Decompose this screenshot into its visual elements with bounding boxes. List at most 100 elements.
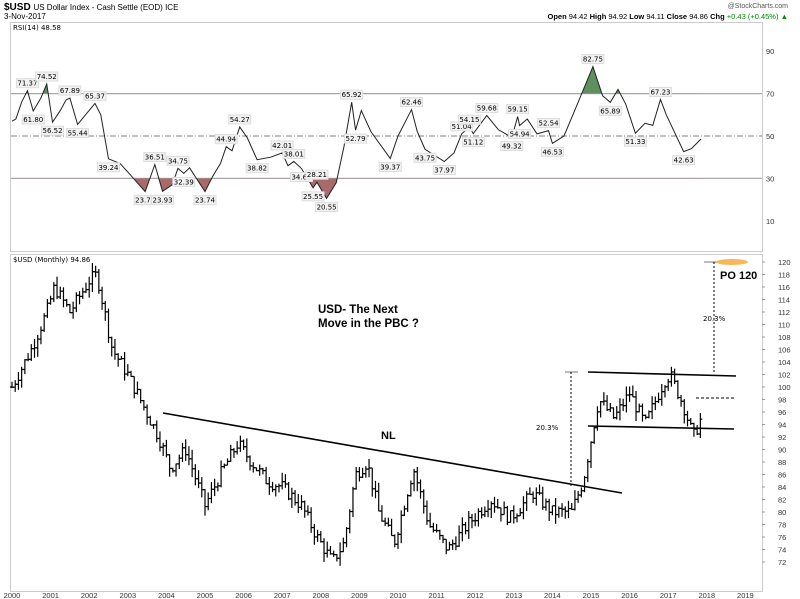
rsi-panel-border <box>10 22 763 252</box>
rsi-label-box <box>301 191 325 202</box>
rsi-label-box <box>475 102 499 113</box>
year-tick-label: 2017 <box>660 591 677 599</box>
rsi-value-label: 43.75 <box>415 154 435 162</box>
chart-date: 3-Nov-2017 <box>4 12 46 21</box>
rsi-label-box <box>66 127 90 138</box>
rsi-value-label: 39.24 <box>98 164 119 172</box>
rsi-label-box <box>143 152 167 163</box>
rsi-value-label: 38.82 <box>247 165 267 173</box>
instrument-name: US Dollar Index - Cash Settle (EOD) ICE <box>33 3 179 12</box>
close-label: Close <box>666 12 688 21</box>
rsi-value-label: 32.39 <box>174 178 194 186</box>
target-label: PO 120 <box>720 270 757 282</box>
year-tick-label: 2016 <box>621 591 638 599</box>
price-tick-label: 110 <box>778 321 790 330</box>
rsi-value-label: 65.92 <box>342 91 362 99</box>
rsi-value-label: 42.63 <box>674 157 694 165</box>
axes: 10 30 50 70 90 72 74 76 78 80 82 84 86 88 90 92 94 96 98 10… <box>4 47 791 599</box>
channel-bottom-line <box>587 425 735 430</box>
year-tick-label: 2012 <box>467 591 484 599</box>
rsi-value-label: 67.89 <box>60 87 80 95</box>
target-marker <box>716 259 748 265</box>
rsi-label-box <box>581 54 605 65</box>
rsi-label-box <box>378 162 402 173</box>
rsi-value-label: 34.75 <box>168 157 188 165</box>
rsi-label-box <box>193 195 217 206</box>
rsi-value-label: 25.55 <box>303 193 323 201</box>
price-tick-label: 72 <box>778 558 786 567</box>
price-tick-label: 108 <box>778 333 791 342</box>
price-tick-label: 104 <box>778 358 791 367</box>
neckline <box>162 412 623 494</box>
price-tick-label: 116 <box>778 283 790 292</box>
low-label: Low <box>629 12 645 21</box>
year-tick-label: 2002 <box>81 591 98 599</box>
rsi-label-box <box>648 86 672 97</box>
price-tick-label: 114 <box>778 296 790 305</box>
price-tick-label: 100 <box>778 383 791 392</box>
rsi-series: 71.37 61.80 74.52 56.52 67.89 55.44 65.37 39.24… <box>11 54 762 212</box>
rsi-label-box <box>400 97 424 108</box>
year-tick-label: 2005 <box>197 591 214 599</box>
price-tick-label: 120 <box>778 258 791 267</box>
year-tick-label: 2015 <box>583 591 600 599</box>
pct-left-label: 20.3% <box>536 424 559 432</box>
annotations: 20.3% 20.3% PO 120 USD- The Next Move in… <box>162 259 757 494</box>
rsi-value-label: 54.94 <box>510 131 531 139</box>
price-tick-label: 112 <box>778 308 790 317</box>
quote-summary: Open 94.42 High 94.92 Low 94.11 Close 94… <box>547 12 788 21</box>
rsi-label-box <box>432 165 456 176</box>
rsi-value-label: 51.04 <box>452 123 473 131</box>
price-tick-label: 90 <box>778 446 786 455</box>
rsi-value-label: 61.80 <box>23 116 43 124</box>
price-tick-label: 78 <box>778 521 786 530</box>
pct-right-label: 20.3% <box>703 315 726 323</box>
rsi-value-label: 28.21 <box>307 171 327 179</box>
close-value: 94.86 <box>689 12 708 21</box>
rsi-label-box <box>457 114 481 125</box>
rsi-value-label: 62.46 <box>401 99 422 107</box>
rsi-value-label: 20.55 <box>317 203 337 211</box>
up-arrow-icon: ▲ <box>780 12 788 21</box>
year-tick-label: 2007 <box>274 591 291 599</box>
year-tick-label: 2003 <box>119 591 136 599</box>
rsi-value-label: 37.97 <box>434 167 454 175</box>
rsi-value-label: 49.32 <box>502 142 522 150</box>
rsi-value-label: 51.12 <box>463 139 483 147</box>
price-tick-label: 88 <box>778 458 786 467</box>
rsi-value-label: 65.37 <box>85 92 105 100</box>
year-tick-label: 2014 <box>544 591 561 599</box>
rsi-value-label: 44.94 <box>216 136 237 144</box>
rsi-label-box <box>228 114 252 125</box>
rsi-label-box <box>344 133 368 144</box>
rsi-label-box <box>166 155 190 166</box>
annotation-title-2: Move in the PBC ? <box>318 318 419 330</box>
rsi-value-label: 38.01 <box>284 150 304 158</box>
rsi-label-box <box>58 85 82 96</box>
rsi-value-label: 34.65 <box>291 174 311 182</box>
rsi-tick-label: 50 <box>766 132 774 141</box>
rsi-label-box <box>315 201 339 212</box>
open-value: 94.42 <box>568 12 588 21</box>
rsi-label-box <box>97 162 120 173</box>
rsi-label-box <box>500 140 524 151</box>
rsi-legend: RSI(14) 48.58 <box>13 24 61 32</box>
price-tick-label: 94 <box>778 421 786 430</box>
rsi-value-label: 46.53 <box>542 148 562 156</box>
rsi-tick-label: 30 <box>766 174 774 183</box>
price-tick-label: 84 <box>778 483 786 492</box>
rsi-label-box <box>245 163 269 174</box>
rsi-value-label: 23.74 <box>195 197 216 205</box>
rsi-tick-label: 10 <box>766 217 774 226</box>
price-tick-label: 102 <box>778 371 791 380</box>
rsi-label-box <box>537 118 561 129</box>
neckline-label: NL <box>381 430 396 442</box>
rsi-label-box <box>508 129 532 140</box>
rsi-label-box <box>672 155 696 166</box>
channel-top-line <box>587 371 737 377</box>
price-tick-label: 106 <box>778 346 791 355</box>
rsi-value-label: 54.15 <box>459 116 479 124</box>
watermark: @StockCharts.com <box>727 3 788 10</box>
rsi-value-label: 54.27 <box>230 116 250 124</box>
